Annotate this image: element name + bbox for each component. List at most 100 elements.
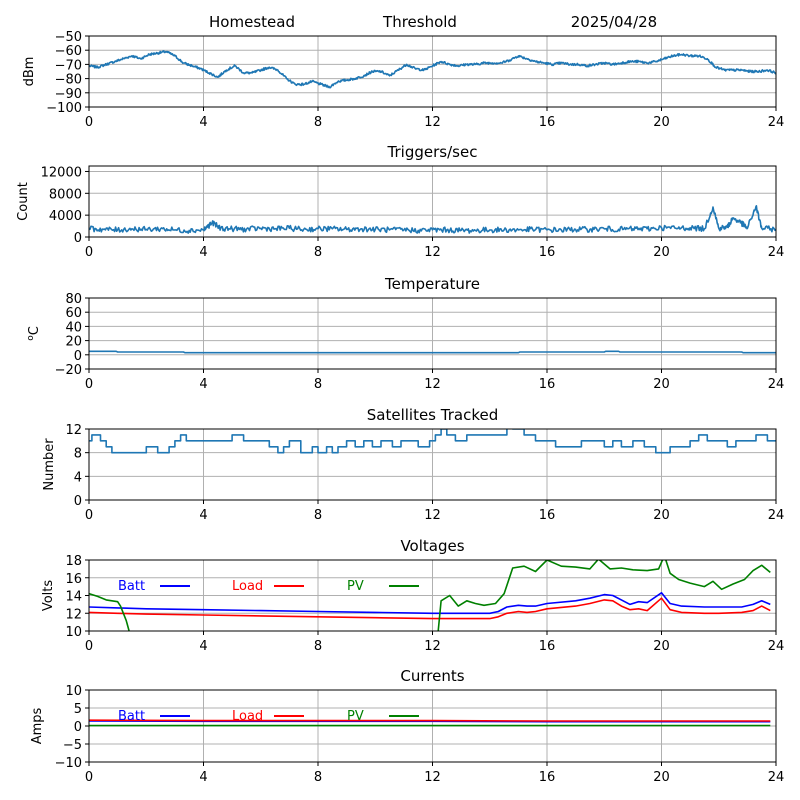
x-tick-label: 12	[424, 377, 441, 392]
y-axis-label: Volts	[41, 580, 56, 612]
y-tick-label: −70	[55, 58, 82, 73]
legend-label-pv: PV	[347, 709, 364, 724]
x-tick-label: 20	[653, 115, 670, 130]
x-tick-label: 8	[314, 508, 322, 523]
y-tick-label: 0	[74, 231, 82, 246]
x-tick-label: 4	[199, 508, 207, 523]
x-tick-label: 16	[539, 508, 556, 523]
y-axis-label: Amps	[30, 707, 45, 744]
x-tick-label: 4	[199, 115, 207, 130]
x-tick-label: 4	[199, 377, 207, 392]
y-axis-label-degree: o	[26, 335, 36, 341]
series-line-data	[89, 429, 776, 454]
y-tick-label: 0	[74, 720, 82, 735]
series-line-load	[89, 719, 771, 722]
x-tick-label: 20	[653, 770, 670, 785]
y-axis-label: Count	[16, 182, 31, 221]
x-tick-label: 12	[424, 245, 441, 260]
y-tick-label: 12	[65, 423, 82, 438]
header-station: Homestead	[209, 13, 295, 31]
x-tick-label: 16	[539, 639, 556, 654]
x-tick-label: 0	[85, 377, 93, 392]
y-tick-label: −90	[55, 87, 82, 102]
x-tick-label: 8	[314, 377, 322, 392]
y-tick-label: 8000	[49, 187, 82, 202]
x-tick-label: 4	[199, 770, 207, 785]
x-tick-label: 12	[424, 115, 441, 130]
y-tick-label: 18	[65, 554, 82, 569]
y-tick-label: 4	[74, 470, 82, 485]
x-tick-label: 8	[314, 245, 322, 260]
y-tick-label: 0	[74, 349, 82, 364]
x-tick-label: 24	[768, 245, 785, 260]
x-tick-label: 24	[768, 115, 785, 130]
series-line-data	[89, 205, 776, 234]
legend-label-batt: Batt	[118, 579, 145, 594]
x-tick-label: 8	[314, 770, 322, 785]
y-tick-label: −100	[46, 101, 82, 116]
chart-panel-6: Batt Load PV 0 4 8 12 16 20 24 −10 −5 0 5 10 Currents Am…	[30, 667, 784, 785]
legend-label-batt: Batt	[118, 709, 145, 724]
y-axis-label-unit: C	[27, 326, 42, 335]
y-tick-label: 16	[65, 572, 82, 587]
y-axis-label: dBm	[22, 57, 37, 87]
chart-title: Currents	[400, 667, 464, 685]
series-line-load	[89, 597, 771, 620]
y-tick-label: 4000	[49, 209, 82, 224]
x-tick-label: 20	[653, 245, 670, 260]
x-tick-label: 24	[768, 508, 785, 523]
header-date: 2025/04/28	[571, 13, 657, 31]
y-tick-label: 40	[65, 320, 82, 335]
x-tick-label: 8	[314, 115, 322, 130]
y-tick-label: 10	[65, 625, 82, 640]
legend-label-pv: PV	[347, 579, 364, 594]
chart-title: Voltages	[400, 537, 464, 555]
x-tick-label: 4	[199, 245, 207, 260]
x-tick-label: 4	[199, 639, 207, 654]
y-axis-label: Number	[42, 438, 57, 491]
header-mode: Threshold	[382, 13, 457, 31]
chart-title: Temperature	[384, 275, 480, 293]
y-axis-label: oC	[26, 326, 42, 341]
series-line-data	[89, 50, 776, 89]
x-tick-label: 24	[768, 639, 785, 654]
y-tick-label: −50	[55, 30, 82, 45]
x-tick-label: 12	[424, 770, 441, 785]
y-tick-label: 0	[74, 494, 82, 509]
x-tick-label: 20	[653, 377, 670, 392]
y-tick-label: −20	[55, 363, 82, 378]
y-tick-label: 8	[74, 447, 82, 462]
y-tick-label: −80	[55, 73, 82, 88]
y-tick-label: 10	[65, 684, 82, 699]
x-tick-label: 20	[653, 508, 670, 523]
chart-panel-1: 0 4 8 12 16 20 24 −100−90−80−70−60−50 dBm	[22, 30, 784, 130]
x-tick-label: 12	[424, 639, 441, 654]
y-tick-label: −60	[55, 44, 82, 59]
x-tick-label: 24	[768, 770, 785, 785]
x-tick-label: 0	[85, 639, 93, 654]
x-tick-label: 16	[539, 770, 556, 785]
chart-panel-2: 0 4 8 12 16 20 24 0 4000 8000 12000 Triggers/sec Cou…	[16, 143, 784, 260]
chart-panel-5: Batt Load PV 0 4 8 12 16 20 24 10 12 14 16 18 Voltages V…	[41, 537, 784, 654]
x-tick-label: 0	[85, 770, 93, 785]
chart-title: Satellites Tracked	[367, 406, 498, 424]
series-line-pv	[89, 560, 771, 631]
y-tick-label: 5	[74, 702, 82, 717]
y-tick-label: 60	[65, 306, 82, 321]
y-tick-label: 80	[65, 292, 82, 307]
y-tick-label: −5	[63, 738, 82, 753]
chart-title: Triggers/sec	[387, 143, 478, 161]
x-tick-label: 8	[314, 639, 322, 654]
y-tick-label: 20	[65, 335, 82, 350]
x-tick-label: 16	[539, 245, 556, 260]
legend-label-load: Load	[232, 579, 263, 594]
legend-label-load: Load	[232, 709, 263, 724]
y-tick-label: 12000	[41, 165, 82, 180]
series-line-batt	[89, 592, 771, 615]
x-tick-label: 16	[539, 115, 556, 130]
chart-panel-4: 0 4 8 12 16 20 24 0 4 8 12 Satellites Tracked Number	[42, 406, 784, 523]
x-tick-label: 16	[539, 377, 556, 392]
y-tick-label: −10	[55, 756, 82, 771]
